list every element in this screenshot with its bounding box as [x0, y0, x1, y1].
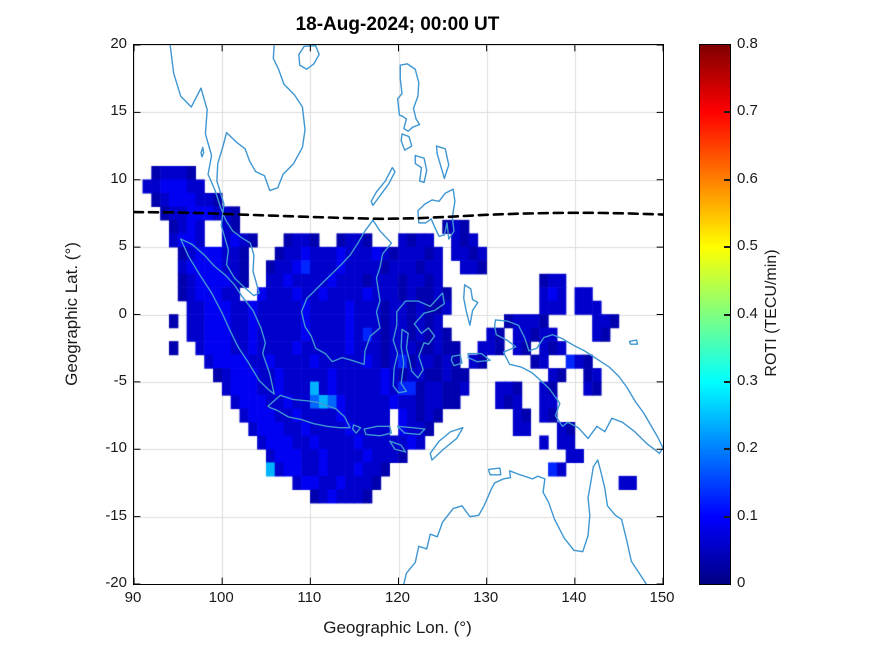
coastline-path [495, 320, 663, 453]
y-tick-label: 5 [118, 237, 127, 255]
y-tick-label: 15 [110, 102, 127, 120]
coastline-path [415, 155, 426, 182]
y-axis-label: Geographic Lat. (°) [62, 242, 81, 386]
figure-title: 18-Aug-2024; 00:00 UT [295, 14, 500, 35]
colorbar-tick-label: 0 [737, 574, 746, 591]
x-tick-label: 90 [124, 589, 142, 606]
coastline-path [302, 220, 392, 364]
x-axis-label: Geographic Lon. (°) [323, 618, 472, 637]
colorbar-tick-label: 0.3 [737, 371, 758, 389]
x-tick-label: 110 [297, 589, 322, 606]
coastline-path [181, 239, 274, 394]
y-tick-label: -10 [105, 439, 127, 457]
colorbar-tick-label: 0.2 [737, 439, 758, 457]
x-tick-label: 100 [208, 589, 234, 606]
colorbar-tick [724, 246, 730, 249]
colorbar-tick [724, 313, 730, 316]
plot-area [133, 44, 664, 585]
y-tick-label: -5 [113, 371, 127, 389]
colorbar-tick-label: 0.1 [737, 506, 758, 524]
coastline-path [468, 354, 490, 362]
x-tick-label: 120 [384, 589, 411, 606]
y-tick-label: 0 [118, 304, 127, 322]
coastline-path [430, 428, 463, 460]
colorbar-tick-label: 0.7 [737, 102, 758, 120]
coastline-path [353, 425, 361, 433]
coastline-path [398, 64, 420, 131]
coastline-path [436, 146, 448, 178]
coastline-path [404, 460, 646, 584]
colorbar-tick [724, 111, 730, 114]
coastline-path [390, 441, 406, 452]
colorbar-tick [724, 380, 730, 383]
coastline-path [629, 340, 637, 344]
colorbar-tick [724, 178, 730, 181]
coastline-path [398, 426, 425, 434]
colorbar-tick-label: 0.8 [737, 35, 758, 52]
x-tick-label: 150 [649, 589, 675, 606]
colorbar-label: ROTI (TECU/min) [763, 249, 780, 377]
coastline-path [201, 147, 204, 156]
x-tick-label: 130 [473, 589, 499, 606]
colorbar-tick [724, 515, 730, 518]
colorbar [699, 44, 731, 585]
coastline-path [418, 189, 455, 239]
coastline-path [393, 293, 444, 393]
y-tick-label: -20 [105, 574, 127, 591]
coastline-path [401, 134, 412, 150]
map-overlay [134, 45, 663, 584]
y-tick-label: 20 [110, 35, 127, 52]
x-tick-label: 140 [561, 589, 587, 606]
colorbar-tick-label: 0.5 [737, 237, 758, 255]
colorbar-tick [724, 448, 730, 451]
coastline-path [451, 355, 462, 366]
coastline-path [364, 426, 391, 435]
coastline-path [371, 168, 395, 206]
coastline-path [488, 468, 500, 475]
colorbar-tick-label: 0.6 [737, 169, 758, 187]
coastline-path [170, 45, 305, 296]
y-tick-label: -15 [105, 506, 127, 524]
coastline-path [299, 46, 319, 70]
dip-equator-dashed-line [134, 212, 663, 219]
colorbar-tick-label: 0.4 [737, 304, 758, 322]
coastline-path [464, 285, 478, 325]
y-tick-label: 10 [110, 169, 127, 187]
coastline-path [268, 395, 350, 427]
